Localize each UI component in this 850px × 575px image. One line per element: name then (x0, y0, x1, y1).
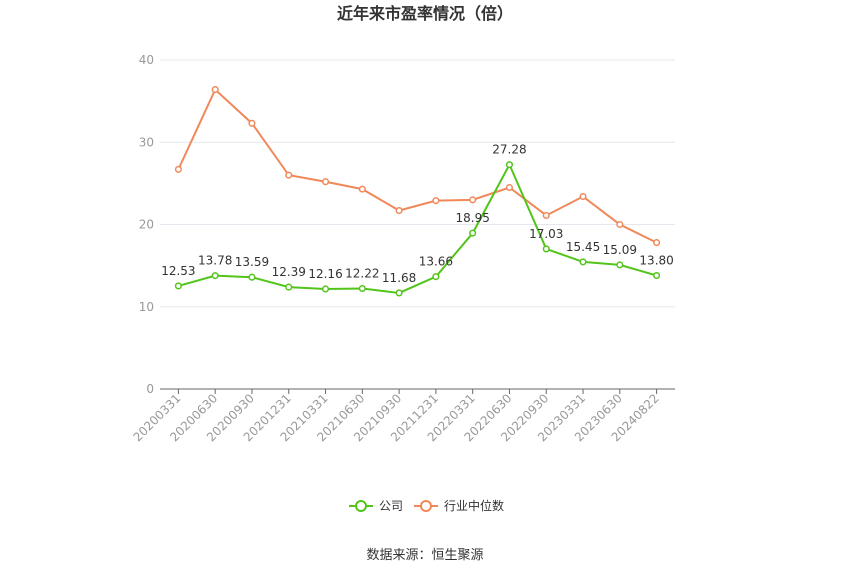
y-tick-label: 0 (146, 382, 154, 396)
data-point[interactable] (505, 183, 514, 192)
data-point[interactable] (211, 86, 219, 94)
data-point[interactable] (469, 229, 477, 237)
data-point[interactable] (616, 220, 624, 229)
data-point[interactable] (505, 161, 514, 169)
data-point[interactable] (469, 196, 477, 204)
y-tick-label: 40 (139, 53, 154, 67)
data-point[interactable] (432, 197, 440, 205)
data-label: 13.78 (198, 254, 232, 268)
data-label: 15.09 (603, 243, 637, 257)
series-line (177, 87, 658, 244)
chart-title: 近年来市盈率情况（倍） (337, 4, 513, 23)
data-point[interactable] (248, 119, 256, 127)
data-label: 13.66 (419, 255, 453, 269)
data-label: 11.68 (382, 271, 416, 285)
legend-marker (355, 500, 367, 512)
data-point[interactable] (579, 192, 587, 201)
legend-item-company[interactable]: 公司 (349, 499, 403, 513)
data-point[interactable] (358, 185, 366, 193)
data-label: 12.22 (345, 266, 379, 280)
data-point[interactable] (248, 273, 256, 281)
data-point[interactable] (358, 284, 366, 293)
legend-marker (420, 500, 432, 512)
legend-label: 公司 (379, 499, 403, 513)
legend-label: 行业中位数 (444, 498, 504, 513)
data-point[interactable] (542, 245, 550, 253)
data-point[interactable] (395, 289, 403, 297)
legend[interactable]: 公司 行业中位数 (349, 498, 504, 513)
data-label: 13.59 (235, 255, 269, 269)
series-company (174, 161, 661, 297)
data-point[interactable] (321, 285, 330, 293)
series-layer (174, 86, 661, 297)
data-label: 13.80 (639, 253, 673, 267)
data-point[interactable] (321, 178, 330, 186)
data-point[interactable] (285, 171, 293, 179)
y-axis: 0 10 20 30 40 (139, 53, 154, 396)
data-label: 18.95 (455, 211, 489, 225)
data-point[interactable] (653, 239, 661, 247)
y-tick-label: 10 (139, 300, 154, 314)
data-point[interactable] (579, 258, 587, 266)
data-point[interactable] (211, 272, 219, 280)
data-label: 12.53 (161, 264, 195, 278)
data-label: 12.16 (308, 267, 342, 281)
data-point[interactable] (542, 211, 550, 220)
data-label: 12.39 (272, 265, 306, 279)
source-note: 数据来源：恒生聚源 (366, 548, 483, 563)
legend-item-industry-median[interactable]: 行业中位数 (414, 498, 504, 513)
data-point[interactable] (395, 206, 403, 215)
y-tick-label: 30 (139, 135, 154, 149)
data-point[interactable] (653, 271, 661, 280)
grid-lines (160, 59, 675, 308)
y-tick-label: 20 (139, 218, 154, 232)
x-axis: 2020033120200630202009302020123120210331… (130, 388, 675, 444)
data-label: 27.28 (492, 143, 526, 157)
data-point[interactable] (432, 273, 440, 281)
data-label: 15.45 (566, 240, 600, 254)
data-point[interactable] (174, 282, 182, 290)
series-line (178, 162, 657, 294)
series-industry-median (174, 86, 661, 247)
data-point[interactable] (285, 283, 293, 291)
data-point[interactable] (174, 165, 182, 173)
data-label: 17.03 (529, 227, 563, 241)
data-point[interactable] (616, 261, 624, 269)
